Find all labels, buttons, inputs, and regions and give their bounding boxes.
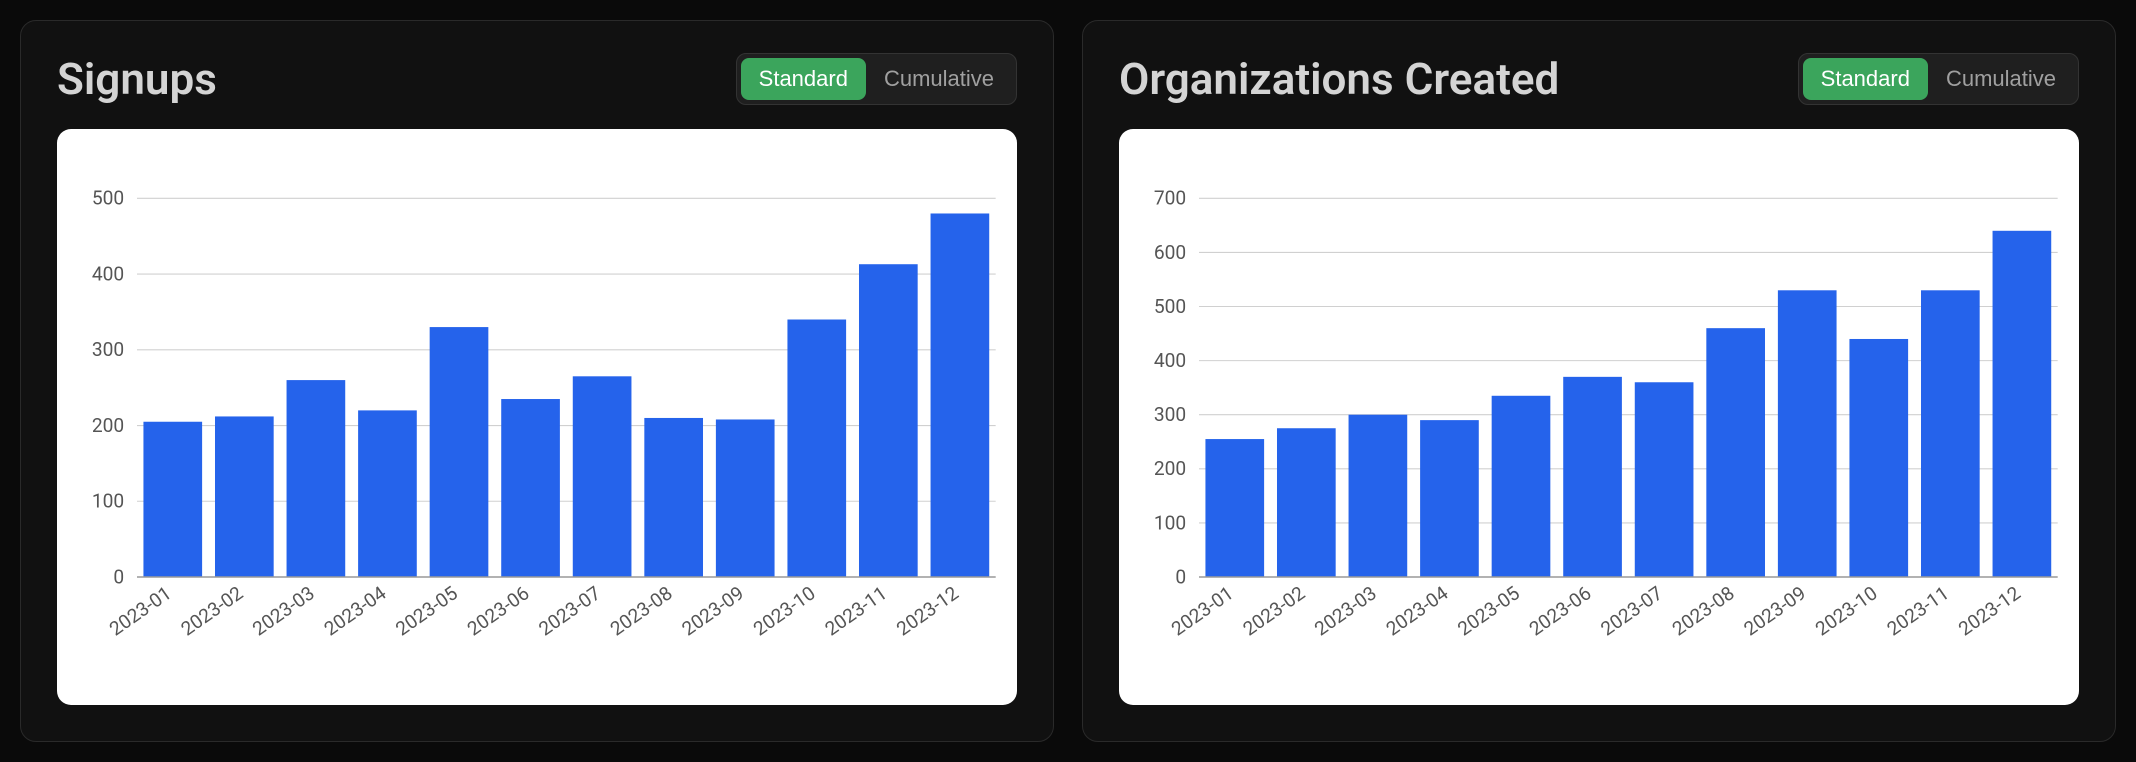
- x-axis-label: 2023-10: [749, 581, 820, 640]
- bar: [1420, 420, 1479, 577]
- x-axis-label: 2023-12: [892, 581, 963, 640]
- x-axis-label: 2023-10: [1811, 581, 1882, 640]
- bar: [787, 320, 846, 577]
- x-axis-label: 2023-01: [105, 581, 176, 640]
- x-axis-label: 2023-07: [1596, 581, 1667, 640]
- x-axis-label: 2023-12: [1954, 581, 2025, 640]
- card-header: Signups Standard Cumulative: [57, 53, 1017, 105]
- standard-toggle[interactable]: Standard: [741, 58, 866, 100]
- bar: [1349, 415, 1408, 577]
- bar: [143, 422, 202, 577]
- y-axis-label: 500: [92, 187, 124, 210]
- signups-card: Signups Standard Cumulative 0 100 200 300 40…: [20, 20, 1054, 742]
- bar: [931, 213, 990, 577]
- orgs-chart: 01002003004005006007002023-012023-022023…: [1119, 129, 2079, 705]
- x-axis-label: 2023-11: [821, 581, 892, 640]
- y-axis-label: 0: [113, 565, 124, 588]
- cumulative-toggle[interactable]: Cumulative: [866, 58, 1012, 100]
- x-axis-label: 2023-04: [320, 581, 391, 640]
- y-axis-label: 400: [92, 262, 124, 285]
- bar: [1563, 377, 1622, 577]
- x-axis-label: 2023-03: [1310, 581, 1381, 640]
- y-axis-label: 300: [92, 338, 124, 361]
- y-axis-label: 700: [1154, 187, 1186, 210]
- bar: [1635, 382, 1694, 577]
- y-axis-label: 200: [92, 414, 124, 437]
- y-axis-label: 0: [1175, 565, 1186, 588]
- x-axis-label: 2023-08: [1668, 581, 1739, 640]
- x-axis-label: 2023-07: [534, 581, 605, 640]
- x-axis-label: 2023-01: [1167, 581, 1238, 640]
- x-axis-label: 2023-04: [1382, 581, 1453, 640]
- y-axis-label: 600: [1154, 241, 1186, 264]
- standard-toggle[interactable]: Standard: [1803, 58, 1928, 100]
- bar: [1778, 290, 1837, 577]
- y-axis-label: 200: [1154, 457, 1186, 480]
- signups-chart: 01002003004005002023-012023-022023-03202…: [57, 129, 1017, 705]
- bar: [430, 327, 489, 577]
- y-axis-label: 100: [1154, 511, 1186, 534]
- x-axis-label: 2023-02: [1239, 581, 1310, 640]
- y-axis-label: 400: [1154, 349, 1186, 372]
- orgs-created-card: Organizations Created Standard Cumulativ…: [1082, 20, 2116, 742]
- bar: [358, 410, 417, 577]
- x-axis-label: 2023-06: [1525, 581, 1596, 640]
- bar: [644, 418, 703, 577]
- cumulative-toggle[interactable]: Cumulative: [1928, 58, 2074, 100]
- bar: [716, 419, 775, 577]
- x-axis-label: 2023-03: [248, 581, 319, 640]
- bar: [573, 376, 632, 577]
- x-axis-label: 2023-05: [1453, 581, 1524, 640]
- bar: [1921, 290, 1980, 577]
- view-toggle-group: Standard Cumulative: [736, 53, 1017, 105]
- x-axis-label: 2023-09: [1740, 581, 1811, 640]
- y-axis-label: 300: [1154, 403, 1186, 426]
- bar: [1993, 231, 2052, 577]
- bar: [859, 264, 918, 577]
- card-title: Signups: [57, 53, 217, 105]
- x-axis-label: 2023-05: [391, 581, 462, 640]
- view-toggle-group: Standard Cumulative: [1798, 53, 2079, 105]
- bar: [287, 380, 346, 577]
- x-axis-label: 2023-11: [1883, 581, 1954, 640]
- bar: [501, 399, 560, 577]
- y-axis-label: 500: [1154, 295, 1186, 318]
- x-axis-label: 2023-06: [463, 581, 534, 640]
- y-axis-label: 100: [92, 490, 124, 513]
- x-axis-label: 2023-08: [606, 581, 677, 640]
- bar: [1706, 328, 1765, 577]
- bar: [1849, 339, 1908, 577]
- bar: [1492, 396, 1551, 577]
- card-title: Organizations Created: [1119, 53, 1559, 105]
- bar: [1205, 439, 1264, 577]
- x-axis-label: 2023-02: [177, 581, 248, 640]
- card-header: Organizations Created Standard Cumulativ…: [1119, 53, 2079, 105]
- bar: [215, 416, 274, 577]
- bar: [1277, 428, 1336, 577]
- x-axis-label: 2023-09: [678, 581, 749, 640]
